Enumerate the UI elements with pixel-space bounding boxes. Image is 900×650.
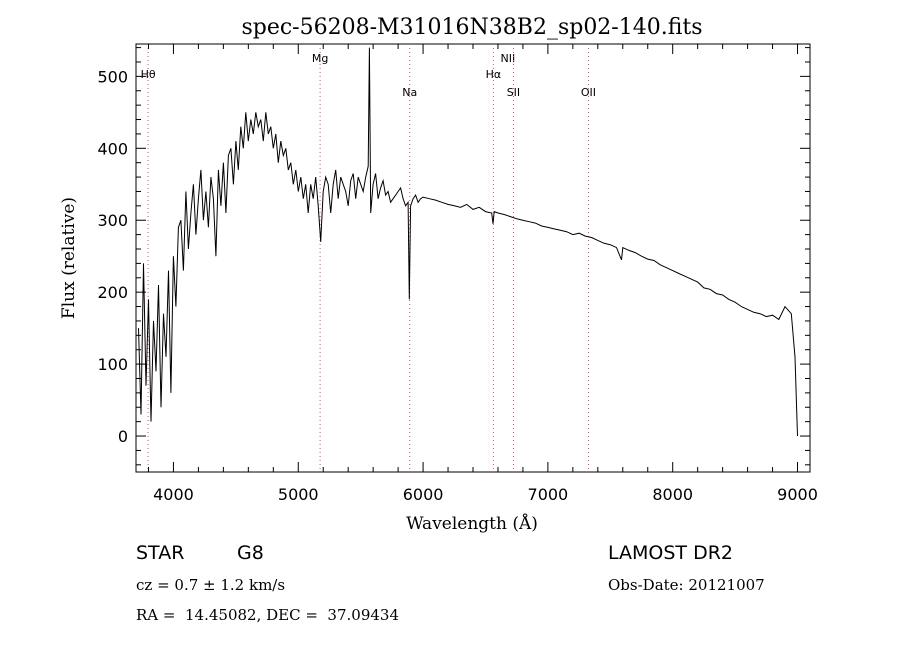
y-tick-label: 0: [118, 427, 128, 446]
x-tick-label: 5000: [278, 485, 319, 504]
object-class-label: STAR: [136, 542, 184, 564]
y-axis-ticks: 0 100 200 300 400 500: [97, 47, 810, 466]
x-axis-ticks: 4000 5000 6000 7000 8000 9000: [147, 44, 818, 504]
survey-label: LAMOST DR2: [608, 542, 733, 564]
spectral-line-label: Hα: [486, 68, 502, 81]
subclass-label: G8: [237, 542, 264, 564]
x-tick-label: 7000: [528, 485, 569, 504]
spectral-line-label: NII: [500, 52, 515, 65]
spectrum-series-line: [138, 47, 798, 437]
x-tick-label: 4000: [153, 485, 194, 504]
y-tick-label: 100: [97, 355, 128, 374]
spectral-line-label: Mg: [312, 52, 328, 65]
coordinates-label: RA = 14.45082, DEC = 37.09434: [136, 606, 399, 624]
y-tick-label: 400: [97, 139, 128, 158]
y-axis-label: Flux (relative): [59, 197, 79, 319]
x-tick-label: 9000: [777, 485, 818, 504]
spectral-line-label: SII: [507, 86, 520, 99]
x-tick-label: 6000: [403, 485, 444, 504]
x-tick-label: 8000: [652, 485, 693, 504]
chart-title: spec-56208-M31016N38B2_sp02-140.fits: [241, 15, 702, 40]
obs-date-label: Obs-Date: 20121007: [608, 576, 765, 594]
x-axis-label: Wavelength (Å): [406, 513, 538, 534]
y-tick-label: 200: [97, 283, 128, 302]
plot-area-frame: [135, 43, 811, 473]
spectral-line-label: OII: [581, 86, 596, 99]
spectral-line-label: Na: [402, 86, 417, 99]
spectral-line-label: Hθ: [141, 68, 156, 81]
y-tick-label: 500: [97, 67, 128, 86]
y-tick-label: 300: [97, 211, 128, 230]
redshift-label: cz = 0.7 ± 1.2 km/s: [136, 576, 285, 594]
